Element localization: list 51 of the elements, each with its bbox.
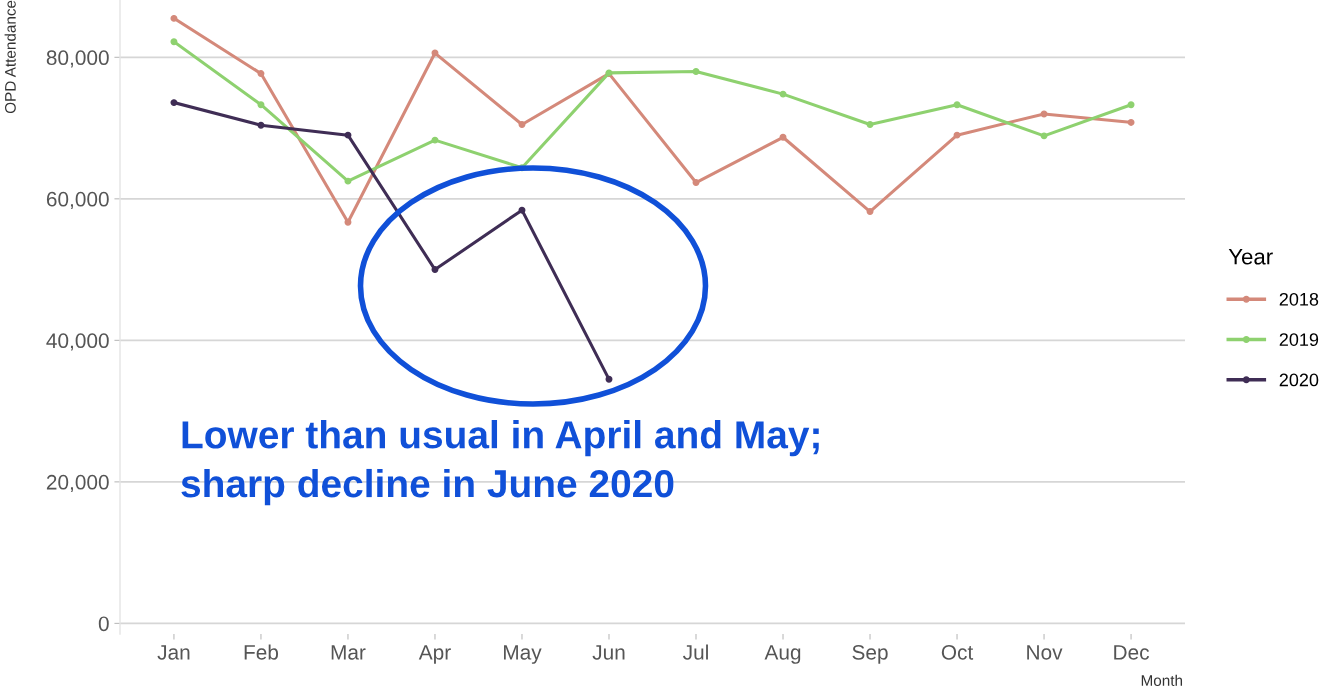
x-tick-label: Mar [331, 645, 366, 660]
x-axis-title: Month [1141, 674, 1183, 686]
point [344, 177, 352, 185]
x-tick-label: Feb [244, 644, 279, 660]
point [1127, 118, 1135, 126]
x-tick-label: Jun [592, 645, 625, 660]
point [779, 90, 787, 98]
point [431, 49, 439, 57]
x-tick-label: Aug [764, 645, 801, 664]
x-tick-label: Dec [1114, 645, 1150, 660]
annotation: Lower than usual in April and May; sharp decline in June 2020 [181, 420, 819, 506]
y-tick-label: 60,000 [46, 191, 109, 210]
y-axis-title: OPD Attendance [4, 0, 16, 114]
x-tick-label: Jul [683, 644, 708, 660]
point [431, 136, 439, 144]
point [953, 101, 961, 109]
x-tick-label: May [504, 645, 542, 664]
y-tick-label: 20,000 [46, 474, 109, 493]
point [692, 179, 700, 187]
point [257, 70, 265, 78]
point [257, 121, 265, 129]
point [170, 38, 178, 46]
legend-label: 2020 [1279, 373, 1319, 387]
point [257, 101, 265, 109]
point [779, 133, 787, 141]
point [1040, 132, 1048, 140]
point [953, 131, 961, 139]
point [344, 218, 352, 226]
legend-label: 2019 [1279, 333, 1319, 346]
point [1040, 110, 1048, 118]
point [605, 375, 613, 383]
x-tick-label: Apr [418, 645, 451, 664]
point [344, 131, 352, 139]
point [866, 208, 874, 216]
y-tick-label: 40,000 [46, 333, 109, 351]
point [1127, 101, 1135, 109]
x-tick-label: Sep [852, 644, 888, 664]
legend-title: Year [1228, 249, 1273, 265]
point [692, 67, 700, 75]
x-tick-label: Nov [1027, 645, 1063, 660]
point [866, 121, 874, 129]
point [518, 206, 526, 214]
point [170, 99, 178, 107]
point [518, 121, 526, 129]
y-tick-label: 0 [98, 616, 109, 632]
point [170, 14, 178, 22]
y-tick-label: 80,000 [46, 50, 109, 68]
x-tick-label: Oct [941, 644, 974, 660]
point [431, 266, 439, 274]
legend-label: 2018 [1279, 292, 1319, 306]
x-tick-label: Jan [157, 645, 190, 660]
